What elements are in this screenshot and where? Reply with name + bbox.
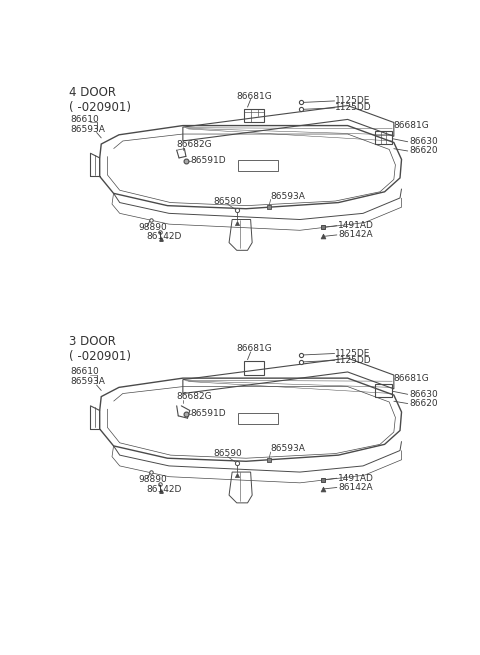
Text: 1125DD: 1125DD	[336, 103, 372, 113]
Text: 86590: 86590	[214, 196, 242, 206]
Text: 86142D: 86142D	[146, 232, 181, 241]
Text: 1491AD: 1491AD	[338, 221, 374, 230]
Text: 86681G: 86681G	[237, 345, 272, 353]
Text: 1491AD: 1491AD	[338, 474, 374, 483]
Text: 86682G: 86682G	[177, 392, 212, 401]
Text: 98890: 98890	[138, 476, 167, 484]
Text: 86593A: 86593A	[271, 445, 305, 453]
Text: 1125DE: 1125DE	[336, 96, 371, 105]
Bar	[238, 160, 278, 171]
Text: 86591D: 86591D	[191, 157, 226, 166]
Text: 86681G: 86681G	[237, 92, 272, 101]
Text: 86590: 86590	[214, 449, 242, 458]
Text: 86681G: 86681G	[394, 373, 430, 383]
Text: 86620: 86620	[409, 147, 438, 155]
Text: 86142A: 86142A	[338, 483, 373, 492]
Text: 86630: 86630	[409, 390, 438, 399]
Text: 86620: 86620	[409, 399, 438, 408]
Text: 86630: 86630	[409, 138, 438, 146]
Text: 86610: 86610	[71, 367, 99, 377]
Text: 86610: 86610	[71, 115, 99, 124]
Text: 86681G: 86681G	[394, 121, 430, 130]
Text: 1125DE: 1125DE	[336, 349, 371, 358]
Text: 4 DOOR
( -020901): 4 DOOR ( -020901)	[69, 86, 131, 115]
Text: 86593A: 86593A	[71, 125, 105, 134]
Text: 86593A: 86593A	[71, 377, 105, 386]
Text: 86142A: 86142A	[338, 231, 373, 240]
Text: 86593A: 86593A	[271, 192, 305, 201]
Text: 86591D: 86591D	[191, 409, 226, 418]
Bar	[238, 413, 278, 424]
Text: 1125DD: 1125DD	[336, 356, 372, 365]
Text: 86142D: 86142D	[146, 485, 181, 493]
Text: 86682G: 86682G	[177, 140, 212, 149]
Text: 98890: 98890	[138, 223, 167, 232]
Text: 3 DOOR
( -020901): 3 DOOR ( -020901)	[69, 335, 131, 363]
